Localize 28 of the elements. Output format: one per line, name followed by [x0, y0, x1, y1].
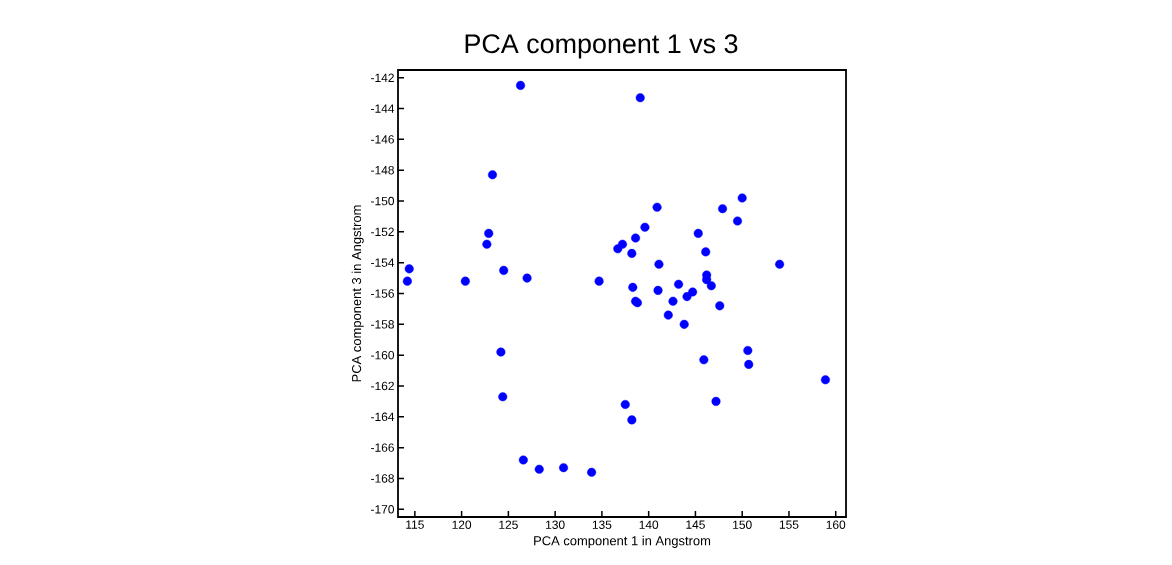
x-tick-label: 115 — [406, 520, 424, 529]
y-tick-label: -154 — [371, 258, 395, 267]
y-tick-label: -156 — [371, 289, 394, 298]
y-tick-label: -160 — [371, 350, 395, 360]
y-axis-title: PCA component 3 in Angstrom — [351, 205, 364, 382]
x-tick-label: 140 — [639, 520, 659, 529]
x-axis-title: PCA component 1 in Angstrom — [534, 535, 711, 548]
chart-title: PCA component 1 vs 3 — [465, 34, 738, 59]
y-tick-label: -168 — [371, 474, 394, 483]
x-tick-label: 145 — [686, 520, 705, 529]
y-tick-label: -150 — [371, 196, 395, 206]
y-tick-label: -148 — [371, 165, 394, 175]
x-tick-label: 155 — [779, 520, 799, 529]
y-tick-label: -152 — [371, 227, 394, 237]
y-tick-label: -166 — [371, 443, 394, 452]
y-tick-label: -142 — [371, 73, 394, 82]
y-tick-label: -170 — [371, 505, 395, 514]
y-tick-label: -164 — [371, 412, 395, 422]
x-tick-label: 150 — [733, 520, 752, 529]
x-tick-label: 135 — [592, 520, 612, 529]
y-tick-label: -158 — [371, 320, 394, 329]
y-tick-label: -162 — [371, 381, 394, 391]
x-tick-label: 125 — [499, 520, 518, 529]
x-tick-label: 130 — [546, 520, 565, 529]
y-tick-label: -144 — [371, 104, 395, 113]
y-tick-label: -146 — [371, 135, 394, 144]
x-tick-label: 120 — [452, 520, 472, 529]
x-tick-label: 160 — [826, 520, 846, 529]
